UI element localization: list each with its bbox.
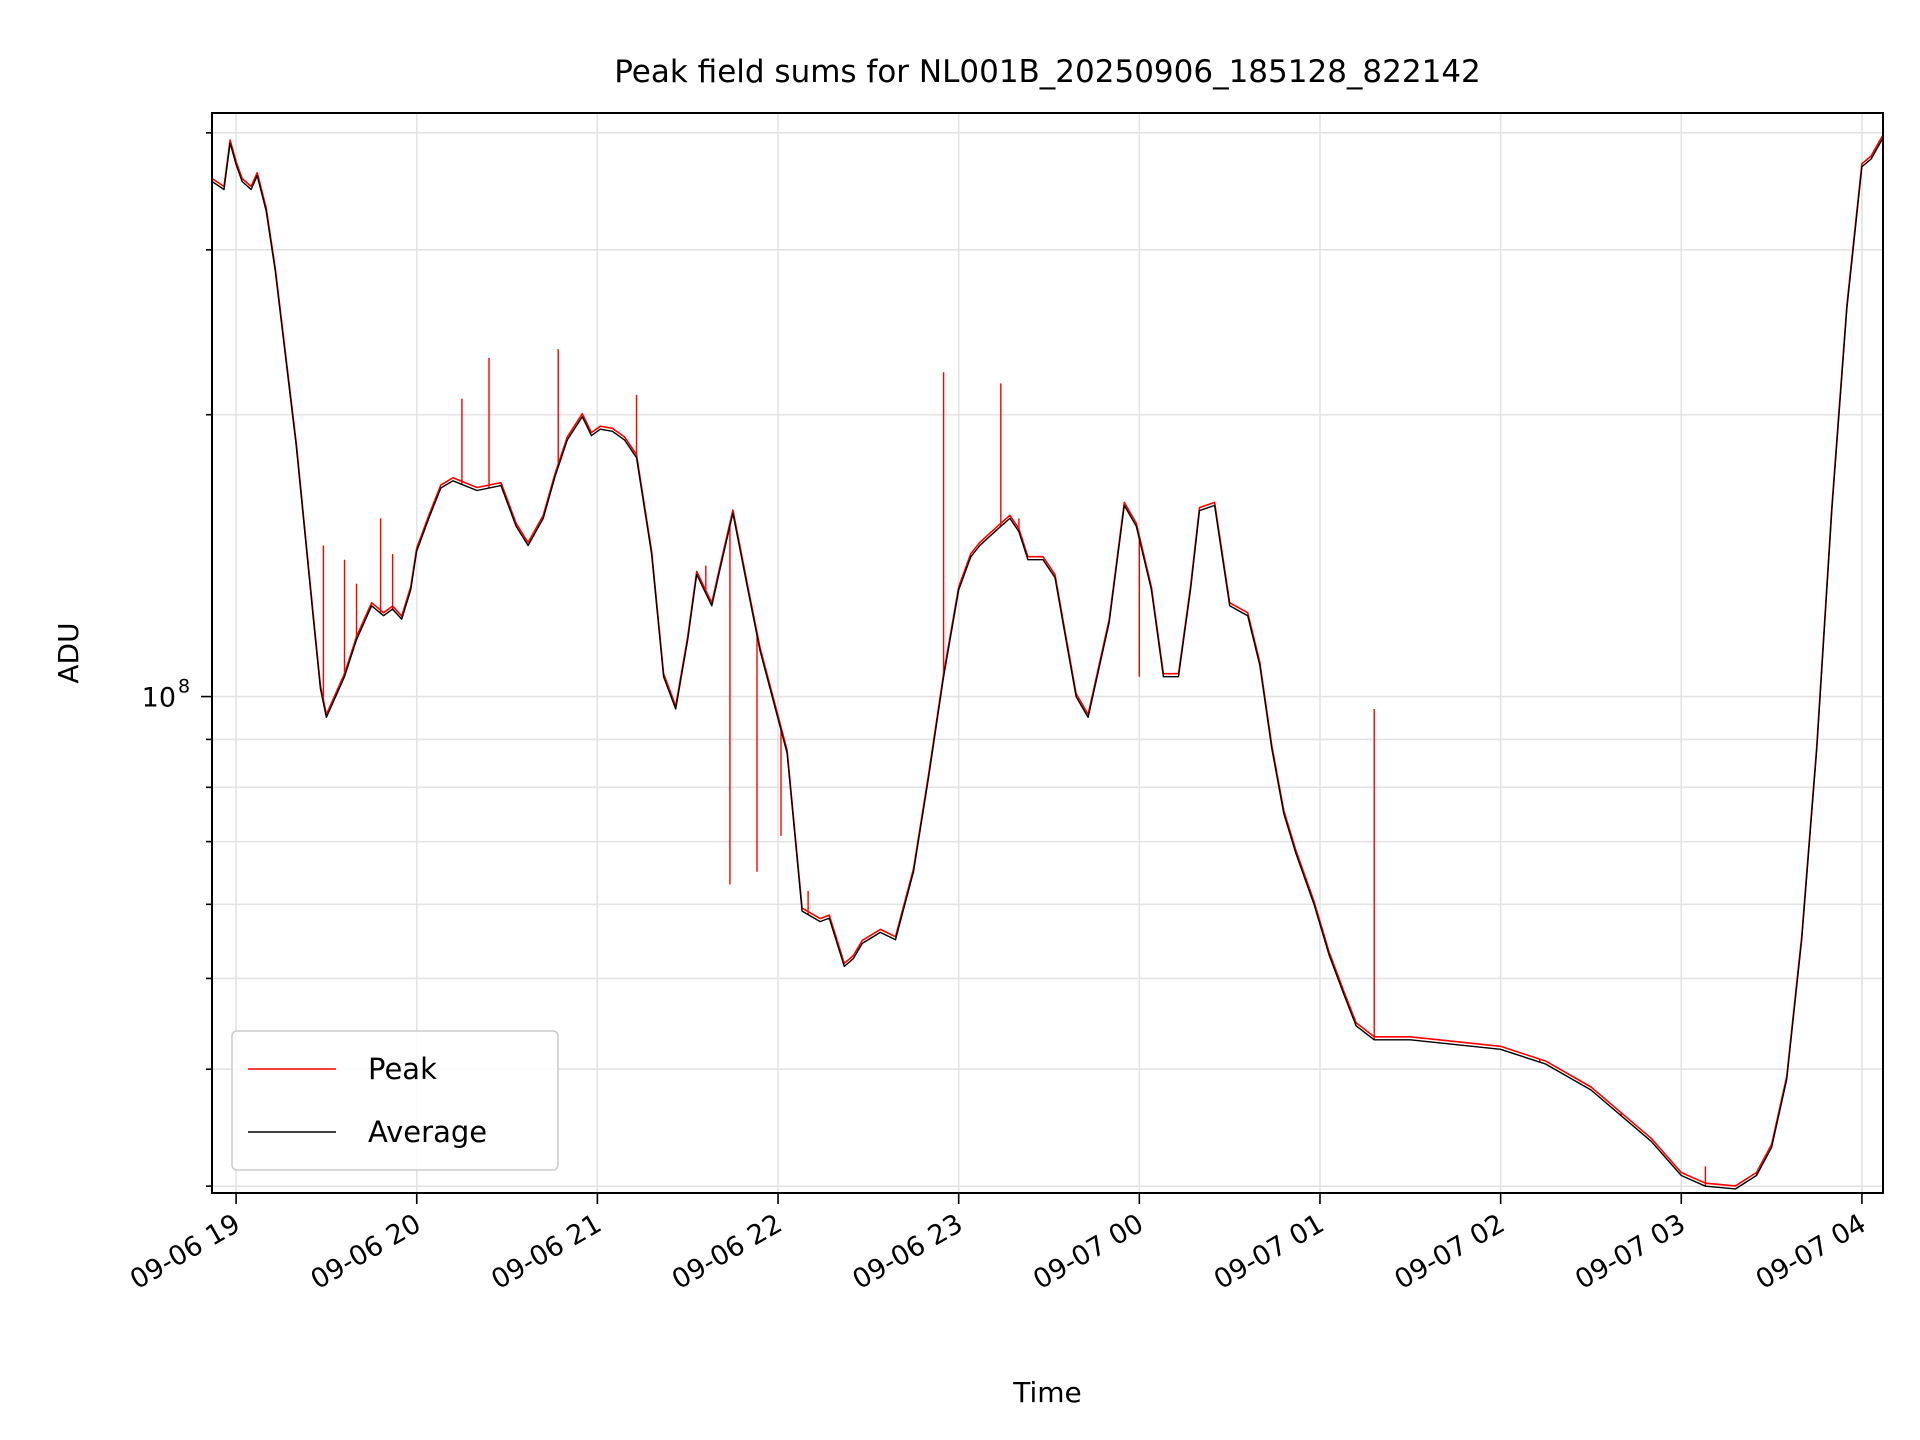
series-line-peak	[211, 134, 1884, 1187]
chart-title: Peak field sums for NL001B_20250906_1851…	[614, 54, 1481, 90]
legend-label-average: Average	[368, 1115, 487, 1149]
grid	[212, 113, 1883, 1193]
y-tick-label: 10	[142, 683, 176, 714]
y-tick-label-exponent: 8	[178, 676, 190, 698]
legend: Peak Average	[231, 1030, 559, 1171]
axes-frame	[211, 112, 1884, 1194]
series-line-average	[211, 137, 1884, 1190]
legend-box	[231, 1030, 559, 1171]
y-axis-label: ADU	[52, 622, 85, 683]
x-axis-label: Time	[1012, 1376, 1082, 1409]
plot-area	[211, 134, 1884, 1190]
legend-label-peak: Peak	[368, 1052, 437, 1086]
